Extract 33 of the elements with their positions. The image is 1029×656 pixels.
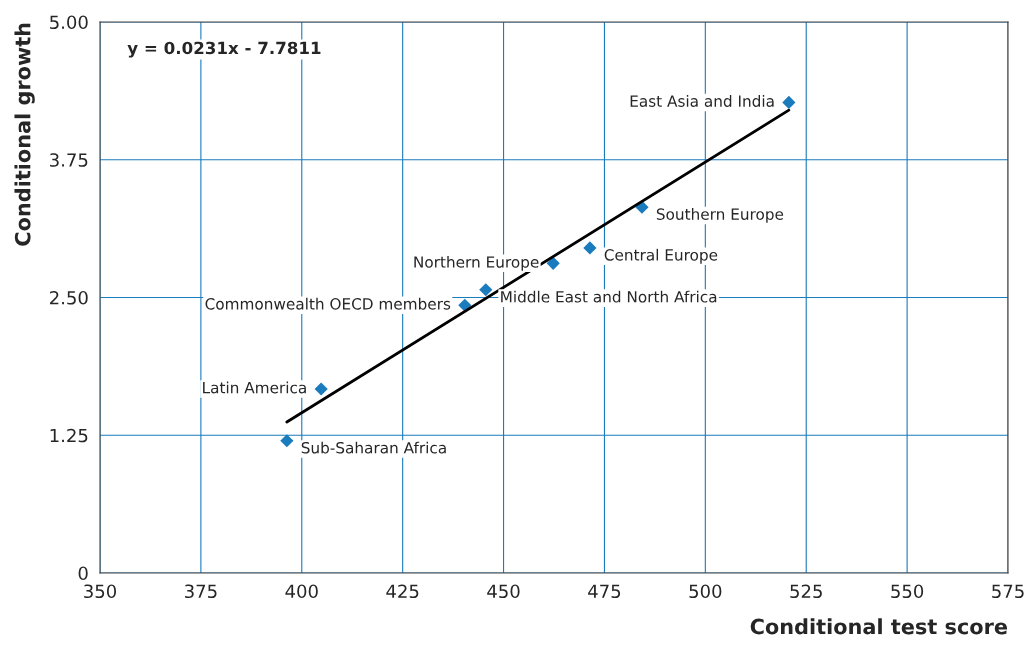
- annotation: Commonwealth OECD members: [205, 297, 451, 310]
- annotation: Middle East and North Africa: [501, 290, 717, 303]
- x-axis-title: Conditional test score: [750, 618, 1007, 635]
- point: [583, 241, 597, 255]
- point: [458, 298, 472, 312]
- y-axis-title: Conditional growth: [14, 23, 35, 246]
- x-tick-label: 525: [790, 584, 822, 599]
- x-tick-label: 500: [689, 584, 722, 599]
- annotation: Sub-Saharan Africa: [301, 441, 446, 454]
- x-tick-label: 425: [386, 584, 419, 599]
- y-tick-label: 2.50: [50, 290, 88, 305]
- annotation: East Asia and India: [630, 95, 774, 107]
- point: [314, 382, 328, 396]
- point: [782, 95, 796, 110]
- y-tick-label: 0: [78, 566, 88, 581]
- x-tick-label: 575: [992, 584, 1024, 599]
- x-tick-label: 550: [891, 584, 924, 599]
- x-tick-label: 400: [285, 584, 318, 599]
- annotation: y = 0.0231x - 7.7811: [127, 41, 321, 58]
- x-tick-label: 475: [588, 584, 621, 599]
- point: [479, 283, 493, 297]
- x-tick-label: 450: [487, 584, 520, 599]
- y-tick-label: 5.00: [50, 15, 88, 30]
- x-tick-label: 350: [84, 584, 117, 599]
- y-tick-label: 1.25: [50, 428, 88, 443]
- x-tick-label: 375: [185, 584, 217, 599]
- annotation: Southern Europe: [656, 208, 784, 223]
- point: [546, 256, 560, 270]
- annotation: Latin America: [203, 381, 306, 394]
- point: [280, 434, 294, 448]
- y-tick-label: 3.75: [50, 153, 88, 167]
- annotation: Northern Europe: [414, 255, 539, 271]
- annotation: Central Europe: [604, 248, 718, 264]
